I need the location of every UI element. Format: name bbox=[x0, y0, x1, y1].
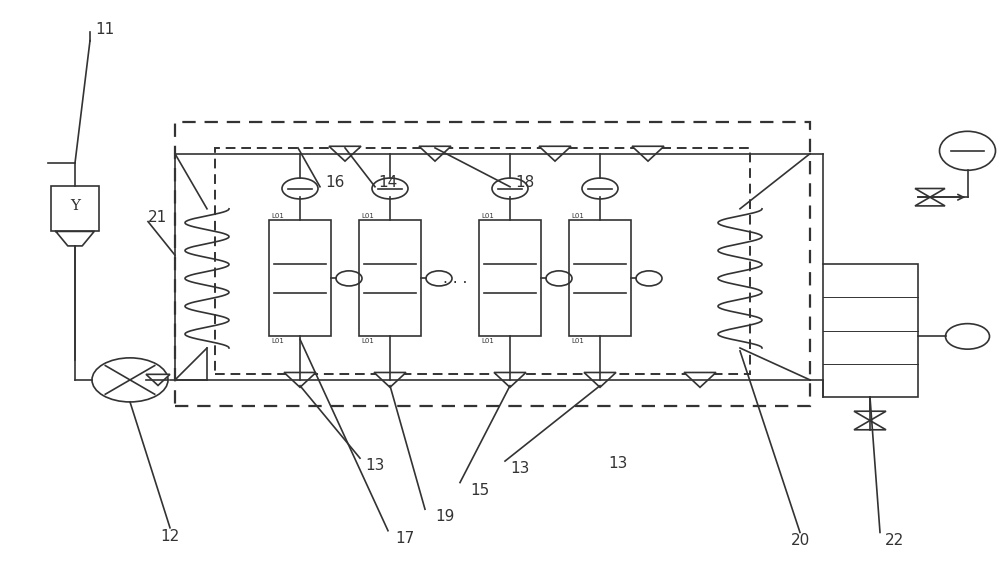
Text: 20: 20 bbox=[790, 533, 810, 548]
Polygon shape bbox=[854, 411, 886, 420]
Text: 19: 19 bbox=[435, 509, 455, 524]
Bar bbox=[822, 264, 918, 397]
Polygon shape bbox=[146, 374, 170, 386]
Text: 11: 11 bbox=[95, 21, 114, 37]
Text: L01: L01 bbox=[481, 338, 494, 343]
Circle shape bbox=[946, 324, 990, 349]
Text: L01: L01 bbox=[271, 213, 284, 219]
Ellipse shape bbox=[940, 131, 996, 171]
Circle shape bbox=[336, 271, 362, 286]
Polygon shape bbox=[684, 372, 716, 387]
Text: 13: 13 bbox=[365, 458, 385, 473]
Bar bbox=[569, 220, 631, 336]
Polygon shape bbox=[584, 372, 616, 387]
Bar bbox=[359, 220, 421, 336]
Text: 22: 22 bbox=[885, 533, 905, 548]
Polygon shape bbox=[374, 372, 406, 387]
Text: 18: 18 bbox=[515, 175, 535, 190]
Circle shape bbox=[92, 358, 168, 402]
Text: 17: 17 bbox=[395, 531, 415, 546]
Polygon shape bbox=[494, 372, 526, 387]
Bar bbox=[215, 148, 750, 374]
Text: L01: L01 bbox=[271, 338, 284, 343]
Bar bbox=[51, 186, 99, 231]
Polygon shape bbox=[419, 146, 451, 161]
Bar bbox=[269, 220, 331, 336]
Circle shape bbox=[372, 178, 408, 199]
Text: 13: 13 bbox=[608, 456, 628, 472]
Bar bbox=[175, 122, 810, 406]
Text: L01: L01 bbox=[361, 213, 374, 219]
Polygon shape bbox=[915, 188, 945, 197]
Circle shape bbox=[426, 271, 452, 286]
Text: L01: L01 bbox=[571, 338, 584, 343]
Text: . . .: . . . bbox=[443, 271, 467, 286]
Polygon shape bbox=[915, 197, 945, 206]
Bar bbox=[479, 220, 541, 336]
Text: 15: 15 bbox=[470, 483, 490, 498]
Circle shape bbox=[492, 178, 528, 199]
Circle shape bbox=[582, 178, 618, 199]
Text: L01: L01 bbox=[481, 213, 494, 219]
Text: L01: L01 bbox=[571, 213, 584, 219]
Polygon shape bbox=[284, 372, 316, 387]
Text: 16: 16 bbox=[325, 175, 345, 190]
Text: 21: 21 bbox=[148, 210, 167, 225]
Text: 13: 13 bbox=[510, 461, 530, 476]
Circle shape bbox=[636, 271, 662, 286]
Circle shape bbox=[282, 178, 318, 199]
Text: L01: L01 bbox=[361, 338, 374, 343]
Text: 14: 14 bbox=[378, 175, 398, 190]
Text: Y: Y bbox=[70, 199, 80, 213]
Polygon shape bbox=[632, 146, 664, 161]
Polygon shape bbox=[539, 146, 571, 161]
Text: 12: 12 bbox=[160, 529, 180, 544]
Polygon shape bbox=[329, 146, 361, 161]
Polygon shape bbox=[854, 420, 886, 430]
Circle shape bbox=[546, 271, 572, 286]
